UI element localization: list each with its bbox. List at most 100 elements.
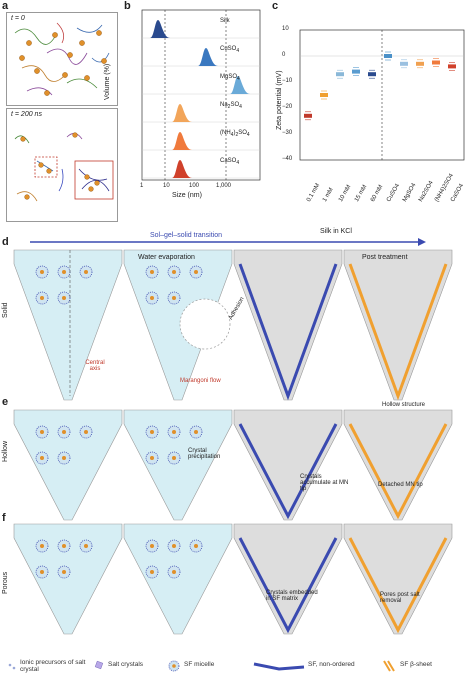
sf-micelle-core [150, 270, 154, 274]
legend-nonordered-icon [253, 662, 305, 671]
panel-a-label: a [2, 0, 9, 12]
sf-micelle-core [84, 430, 88, 434]
mn-mold-r0-c3 [343, 249, 453, 401]
dls-xtick-1000: 1,000 [216, 183, 232, 189]
legend-nonordered-text: SF, non-ordered [308, 661, 355, 668]
md-snapshot-t0: t = 0 [6, 12, 118, 106]
sf-micelle-core [150, 456, 154, 460]
legend-beta-icon [383, 660, 395, 672]
dls-sample-label-3: Na2SO4 [220, 102, 242, 111]
sf-micelle-core [194, 430, 198, 434]
dls-sample-label-1: CuSO4 [220, 46, 240, 55]
mn-sf-r1 [238, 423, 338, 520]
legend-beta-text: SF β-sheet [400, 661, 432, 668]
dls-xtick-1: 1 [140, 183, 144, 189]
detached-tip-label: Detached MN tip [378, 482, 423, 488]
dls-sample-label-5: CaSO4 [220, 158, 240, 167]
panel-c-label: c [272, 0, 279, 12]
mn-mold-r0-c0 [13, 249, 123, 401]
dls-xtick-10: 10 [163, 183, 170, 189]
mn-mold-r0-c1 [123, 249, 233, 401]
sf-micelle-core [40, 544, 44, 548]
sf-micelle-core [150, 296, 154, 300]
zeta-mark-5 [384, 54, 392, 58]
mn-mold-r1-c2 [233, 409, 343, 521]
mn-mold-r1-c3 [343, 409, 453, 521]
sf-micelle-core [150, 430, 154, 434]
sf-micelle-core [40, 270, 44, 274]
dls-peak-1 [198, 48, 218, 66]
legend-salt-icon [94, 660, 104, 670]
sf-micelle-core [84, 544, 88, 548]
md-snapshot-t200: t = 200 ns [6, 108, 118, 222]
mn-mold-r2-c2 [233, 523, 343, 635]
dls-ylabel: Volume (%) [104, 63, 111, 100]
row-label-porous: Porous [2, 571, 9, 594]
legend-ionic-text: Ionic precursors of salt crystal [20, 659, 86, 673]
zeta-ytick-4: −30 [282, 130, 293, 136]
dls-sample-label-2: MgSO4 [220, 74, 240, 83]
dls-peak-5 [172, 160, 192, 178]
water-evaporation-label: Water evaporation [138, 254, 195, 261]
mn-mold-r2-c3 [343, 523, 453, 635]
t0-caption: t = 0 [11, 15, 25, 22]
sf-micelle-core [150, 544, 154, 548]
sf-micelle-core [40, 570, 44, 574]
mn-sf-r2 [238, 537, 338, 634]
marangoni-label: Marangoni flow [180, 378, 221, 384]
zeta-mark-2 [336, 72, 344, 77]
zeta-ylabel: Zeta potential (mV) [276, 70, 283, 130]
dls-sample-label-0: Silk [220, 18, 230, 24]
dls-peak-0 [150, 20, 170, 38]
sf-micelle-core [40, 296, 44, 300]
sf-micelle-core [172, 570, 176, 574]
zeta-mark-9 [448, 64, 456, 69]
sf-micelle-core [84, 270, 88, 274]
panel-b-label: b [124, 0, 131, 12]
zeta-mark-3 [352, 69, 360, 74]
zeta-ytick-0: 10 [282, 26, 289, 32]
panel-d-label: d [2, 236, 9, 248]
zeta-mark-0 [304, 113, 312, 118]
mn-beta-r0 [348, 263, 448, 401]
sf-micelle-core [62, 270, 66, 274]
t200-caption: t = 200 ns [11, 111, 42, 118]
sol-gel-arrow-label: Sol–gel–solid transition [150, 232, 222, 239]
sf-micelle-core [150, 570, 154, 574]
row-label-solid: Solid [2, 302, 9, 318]
legend-salt-text: Salt crystals [108, 661, 144, 668]
sf-micelle-core [194, 270, 198, 274]
sf-micelle-core [172, 430, 176, 434]
legend-ionic-icon [8, 663, 16, 670]
row-label-hollow: Hollow [2, 440, 9, 462]
dls-peak-3 [172, 104, 192, 122]
zeta-potential-chart [299, 29, 465, 161]
mn-mold-r0-c2 [233, 249, 343, 401]
md-snapshot-t200-image [14, 132, 114, 202]
dls-sample-label-4: (NH4)2SO4 [220, 130, 250, 139]
crystals-embedded-label: Crystals embedded in SF matrix [266, 590, 318, 602]
legend: Ionic precursors of salt crystal Salt cr… [4, 657, 464, 683]
zeta-mark-4 [368, 72, 376, 77]
panel-f-label: f [2, 512, 6, 524]
zeta-mark-6 [400, 61, 408, 66]
zeta-xlabel: Silk in KCl [320, 228, 352, 235]
sf-micelle-core [172, 270, 176, 274]
zeta-mark-7 [416, 61, 424, 66]
mn-beta-r1 [348, 423, 448, 520]
sf-micelle-core [62, 456, 66, 460]
mn-mold-r2-c1 [123, 523, 233, 635]
hollow-structure-label: Hollow structure [382, 402, 426, 408]
mn-sf-r0 [238, 263, 338, 401]
zeta-ytick-5: −40 [282, 156, 293, 162]
mn-mold-r2-c0 [13, 523, 123, 635]
zeta-mark-8 [432, 60, 440, 65]
panel-e-label: e [2, 396, 9, 408]
sf-micelle-core [172, 456, 176, 460]
post-treatment-label: Post treatment [362, 254, 408, 261]
crystals-accumulate-label: Crystals accumulate at MN tip [300, 474, 349, 492]
central-axis-label: Central axis [85, 360, 105, 372]
zeta-mark-1 [320, 93, 328, 97]
sf-micelle-core [62, 296, 66, 300]
mn-schematic [13, 238, 453, 635]
